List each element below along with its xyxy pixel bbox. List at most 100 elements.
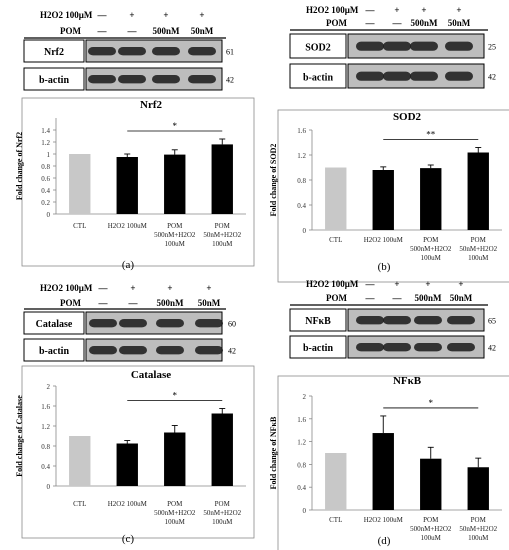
blot-band xyxy=(447,316,475,325)
treatment-sign: — xyxy=(392,18,403,28)
treatment-sign: 500nM xyxy=(411,18,439,28)
y-tick-label: 0 xyxy=(303,227,307,235)
x-tick-label-line: 100uM xyxy=(421,254,442,262)
bar xyxy=(372,170,394,230)
x-tick-label-line: POM xyxy=(215,500,231,508)
panel-label: (b) xyxy=(378,261,391,273)
x-tick-label: POM 500nM+H2O2 100uM xyxy=(154,500,196,526)
panel-b: H2O2 100μM — + + + POM — — 500nM 50nM SOD2 25 b-acti… xyxy=(269,5,509,283)
blot-name: b-actin xyxy=(303,72,333,83)
treatment-sign: + xyxy=(425,279,430,289)
blot-label-box xyxy=(23,311,85,335)
treatment-label: POM xyxy=(60,298,81,308)
chart-frame xyxy=(21,97,255,267)
y-axis-label: Fold change of Catalase xyxy=(15,395,24,477)
y-tick-label: 0.8 xyxy=(297,177,306,185)
chart-frame xyxy=(21,365,255,539)
blot-band xyxy=(195,346,223,355)
panel-label: (c) xyxy=(122,533,135,545)
chart-title: NFκB xyxy=(393,375,422,387)
treatment-sign: + xyxy=(206,283,211,293)
blot-label-box xyxy=(23,338,85,362)
y-tick-label: 1.6 xyxy=(41,403,50,411)
treatment-sign: + xyxy=(167,283,172,293)
panel-d: H2O2 100μM — + + + POM — — 500nM 50nM NFκB 65 b-acti… xyxy=(269,279,509,550)
bar xyxy=(211,144,233,214)
blot-band xyxy=(118,47,146,56)
treatment-sign: 50nM xyxy=(191,26,214,36)
blot-band xyxy=(356,41,384,51)
bar xyxy=(420,458,442,510)
molecular-weight: 42 xyxy=(488,73,496,82)
treatment-sign: + xyxy=(199,10,204,20)
blot-band xyxy=(156,319,184,328)
chart-title: SOD2 xyxy=(393,111,422,123)
treatment-sign: — xyxy=(97,10,108,20)
treatment-sign: 50nM xyxy=(450,293,473,303)
blot-band xyxy=(188,47,216,56)
x-tick-label-line: 50nM+H2O2 xyxy=(459,245,497,253)
x-tick-label-line: 50nM+H2O2 xyxy=(203,509,241,517)
y-tick-label: 0.2 xyxy=(41,199,50,207)
x-tick-label: H2O2 100uM xyxy=(364,516,404,524)
y-tick-label: 0 xyxy=(303,507,307,515)
y-tick-label: 0.8 xyxy=(41,443,50,451)
x-tick-label-line: POM xyxy=(167,500,183,508)
blot-band xyxy=(89,346,117,355)
treatment-sign: — xyxy=(98,298,109,308)
molecular-weight: 42 xyxy=(228,346,236,355)
chart-title: Catalase xyxy=(131,369,171,381)
x-tick-label-line: POM xyxy=(471,516,487,524)
treatment-sign: — xyxy=(365,293,376,303)
x-tick-label-line: H2O2 100uM xyxy=(364,236,404,244)
molecular-weight: 60 xyxy=(228,319,236,328)
blot-band xyxy=(410,71,438,81)
treatment-sign: + xyxy=(129,10,134,20)
treatment-sign: + xyxy=(421,5,426,15)
y-tick-label: 0 xyxy=(47,483,51,491)
molecular-weight: 61 xyxy=(226,47,234,56)
bar xyxy=(116,157,138,214)
blot-name: NFκB xyxy=(305,316,331,327)
treatment-label: POM xyxy=(326,293,347,303)
x-tick-label-line: CTL xyxy=(73,222,86,230)
x-tick-label-line: 50nM+H2O2 xyxy=(203,231,241,239)
blot-band xyxy=(383,71,411,81)
x-tick-label: POM 500nM+H2O2 100uM xyxy=(410,516,452,542)
y-tick-label: 0.4 xyxy=(297,202,306,210)
treatment-label: POM xyxy=(60,26,81,36)
bar xyxy=(467,152,489,230)
treatment-sign: 50nM xyxy=(448,18,471,28)
blot-label-box xyxy=(23,39,85,63)
x-tick-label-line: POM xyxy=(167,222,183,230)
treatment-sign: 500nM xyxy=(415,293,443,303)
y-tick-label: 1.2 xyxy=(41,139,50,147)
blot-label-box xyxy=(289,63,347,89)
x-tick-label: H2O2 100uM xyxy=(108,222,148,230)
treatment-sign: 500nM xyxy=(153,26,181,36)
treatment-sign: + xyxy=(394,279,399,289)
bar xyxy=(69,154,91,214)
y-tick-label: 1.4 xyxy=(41,127,50,135)
molecular-weight: 42 xyxy=(488,343,496,352)
treatment-sign: 50nM xyxy=(198,298,221,308)
significance-marker: * xyxy=(173,391,178,401)
x-tick-label-line: POM xyxy=(423,236,439,244)
blot-band xyxy=(195,319,223,328)
bar xyxy=(325,453,347,510)
x-tick-label: CTL xyxy=(73,222,86,230)
blot-band xyxy=(88,47,116,56)
blot-band xyxy=(383,41,411,51)
blot-band xyxy=(156,346,184,355)
panel-c: H2O2 100μM — + + + POM — — 500nM 50nM Catalase 60 b-… xyxy=(15,283,255,545)
treatment-sign: — xyxy=(127,26,138,36)
y-tick-label: 0 xyxy=(47,211,51,219)
x-tick-label: POM 500nM+H2O2 100uM xyxy=(154,222,196,248)
y-tick-label: 2 xyxy=(47,383,51,391)
y-tick-label: 1 xyxy=(47,151,51,159)
blot-label-box xyxy=(289,308,347,332)
bar xyxy=(164,154,186,214)
x-tick-label-line: CTL xyxy=(329,516,342,524)
chart-frame xyxy=(277,375,509,550)
treatment-sign: — xyxy=(365,279,376,289)
